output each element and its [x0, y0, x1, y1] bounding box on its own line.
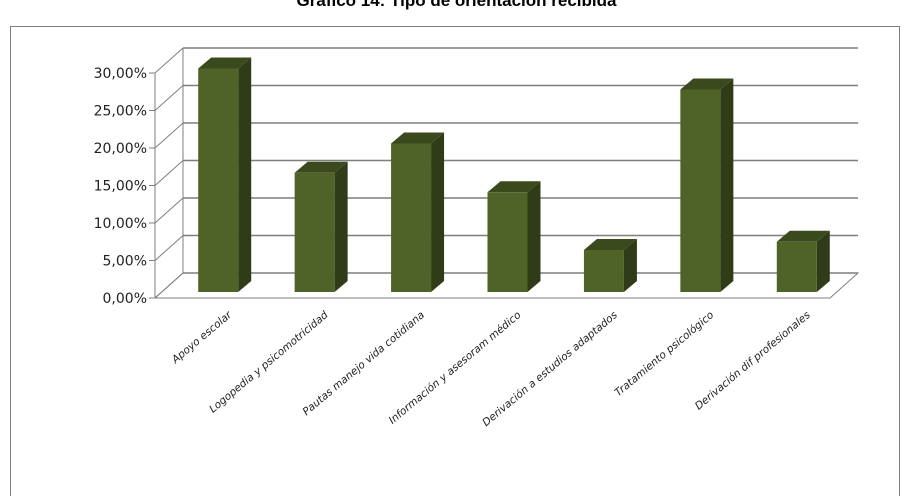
gridline-depth [154, 47, 184, 74]
bar-side [334, 161, 348, 292]
bar-top [391, 132, 445, 144]
bar-top [198, 57, 252, 69]
y-tick-label: 0,00% [103, 291, 147, 307]
bar-front [776, 241, 817, 292]
gridline-depth [154, 122, 184, 149]
bars-layer [198, 57, 830, 292]
gridline-depth [154, 197, 184, 224]
bar [680, 78, 734, 292]
gridline-depth [154, 85, 184, 111]
bar [294, 161, 348, 292]
bar-front [294, 172, 335, 292]
x-tick-label: Apoyo escolar [169, 309, 235, 367]
axes-layer [149, 48, 184, 299]
bar-side [816, 230, 830, 292]
bar-top [487, 181, 541, 193]
bar [391, 132, 445, 292]
bar-top [680, 78, 734, 90]
bar-front [198, 68, 239, 292]
bar [776, 230, 830, 292]
bar-side [238, 57, 252, 292]
bar [487, 181, 541, 292]
bar-side [720, 78, 734, 292]
gridline-depth [154, 235, 184, 261]
y-tick-label: 25,00% [94, 104, 147, 120]
bar-top [776, 230, 830, 242]
gridline-depth [154, 160, 184, 186]
chart-title: Gráfico 14: Tipo de orientación recibida [296, 0, 617, 10]
gridline-depth [154, 272, 184, 299]
bar-front [487, 192, 528, 292]
bar-side [527, 181, 541, 292]
bar-top [294, 161, 348, 173]
bar [583, 239, 637, 292]
bar-front [391, 143, 432, 292]
y-tick-label: 5,00% [103, 254, 147, 270]
bar-front [680, 89, 721, 292]
bar-side [623, 239, 637, 292]
y-tick-label: 30,00% [94, 66, 147, 82]
bar-front [583, 250, 624, 292]
bar-top [583, 239, 637, 250]
x-tick-label: Derivación dif profesionales [693, 309, 813, 413]
y-tick-label: 10,00% [94, 216, 147, 232]
chart-frame [10, 26, 900, 496]
y-tick-label: 15,00% [94, 179, 147, 195]
y-tick-labels: 0,00% 5,00% 10,00% 15,00% 20,00% 25,00% 30,00% [94, 66, 147, 307]
x-tick-label: Tratamiento psicológico [612, 309, 716, 399]
bar-side [431, 132, 445, 292]
y-tick-label: 20,00% [94, 141, 147, 157]
bar [198, 57, 252, 292]
